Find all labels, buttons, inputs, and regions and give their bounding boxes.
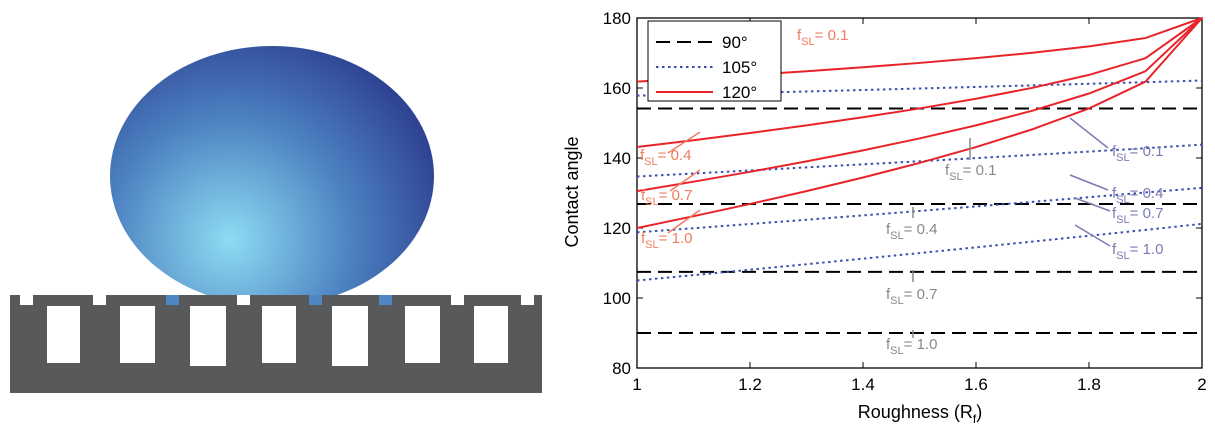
y-tick-label: 180 bbox=[603, 9, 631, 28]
annotation-f: f bbox=[1112, 143, 1117, 160]
annotation-text: = 0.7 bbox=[659, 187, 693, 204]
annotation-f: f bbox=[1112, 205, 1117, 222]
annotation-leader bbox=[1074, 224, 1111, 247]
x-axis-label-main: Roughness (R bbox=[858, 402, 973, 422]
annotation-sub: SL bbox=[644, 156, 657, 168]
x-tick-label: 1.4 bbox=[851, 375, 875, 394]
annotation-text: = 0.1 bbox=[963, 162, 997, 179]
annotation-sub: SL bbox=[801, 36, 814, 48]
y-tick-label: 100 bbox=[603, 289, 631, 308]
x-tick-label: 1.8 bbox=[1077, 375, 1101, 394]
annotation-f: f bbox=[1112, 185, 1117, 202]
annotation-text: = 1.0 bbox=[904, 336, 938, 353]
annotation: fSL= 0.1 bbox=[945, 162, 996, 183]
curve bbox=[637, 143, 1203, 178]
annotation-leader bbox=[1069, 174, 1109, 191]
y-tick-label: 160 bbox=[603, 79, 631, 98]
legend: 90° 105° 120° bbox=[647, 20, 782, 102]
annotation: fSL= 0.7 bbox=[1112, 205, 1163, 226]
curve bbox=[637, 17, 1203, 193]
y-tick-label: 120 bbox=[603, 219, 631, 238]
annotation-sub: SL bbox=[1116, 250, 1129, 262]
annotation: fSL= 1.0 bbox=[641, 230, 692, 251]
x-tick-label: 1.6 bbox=[964, 375, 988, 394]
y-axis-label: Contact angle bbox=[562, 136, 582, 247]
annotation-sub: SL bbox=[1116, 152, 1129, 164]
legend-label: 105° bbox=[722, 58, 757, 77]
y-tick-label: 80 bbox=[612, 359, 631, 378]
annotation-sub: SL bbox=[1116, 194, 1129, 206]
annotation: fSL= 0.4 bbox=[640, 147, 691, 168]
annotation-text: = 0.4 bbox=[1130, 185, 1164, 202]
annotation: fSL= 0.7 bbox=[641, 187, 692, 208]
droplet bbox=[110, 46, 434, 305]
plot-frame bbox=[636, 17, 1203, 369]
annotation-leader bbox=[1069, 117, 1109, 149]
legend-box bbox=[647, 20, 782, 102]
annotation-text: = 0.4 bbox=[904, 221, 938, 238]
annotation-text: = 0.7 bbox=[1130, 205, 1164, 222]
annotation-f: f bbox=[886, 221, 891, 238]
curve bbox=[637, 222, 1203, 282]
annotation-text: = 0.1 bbox=[1130, 143, 1164, 160]
annotation-sub: SL bbox=[645, 239, 658, 251]
annotation-f: f bbox=[886, 336, 891, 353]
notches bbox=[20, 295, 534, 305]
annotation-f: f bbox=[797, 27, 802, 44]
curve bbox=[637, 186, 1203, 234]
annotation: fSL= 0.1 bbox=[797, 27, 848, 48]
annotation-f: f bbox=[945, 162, 950, 179]
legend-label: 120° bbox=[722, 83, 757, 102]
annotation-sub: SL bbox=[890, 295, 903, 307]
annotation-text: = 0.1 bbox=[815, 27, 849, 44]
annotation-f: f bbox=[886, 286, 891, 303]
legend-label: 90° bbox=[722, 33, 748, 52]
annotation: fSL= 0.7 bbox=[886, 286, 937, 307]
x-axis-label-end: ) bbox=[976, 402, 982, 422]
annotation-text: = 0.4 bbox=[658, 147, 692, 164]
annotation-sub: SL bbox=[949, 171, 962, 183]
x-tick-label: 2 bbox=[1197, 375, 1206, 394]
annotation-leader bbox=[667, 209, 701, 234]
annotation-sub: SL bbox=[890, 345, 903, 357]
annotation-f: f bbox=[641, 187, 646, 204]
annotation-sub: SL bbox=[645, 196, 658, 208]
x-axis-label-sub: f bbox=[973, 412, 977, 426]
annotation-sub: SL bbox=[890, 230, 903, 242]
annotation-sub: SL bbox=[1116, 214, 1129, 226]
annotation-leader bbox=[1074, 197, 1111, 212]
droplet-diagram bbox=[10, 46, 542, 393]
annotation: fSL= 1.0 bbox=[886, 336, 937, 357]
wells bbox=[47, 306, 508, 366]
annotation-text: = 1.0 bbox=[1130, 241, 1164, 258]
annotation-f: f bbox=[641, 230, 646, 247]
curve bbox=[637, 17, 1203, 229]
annotation-text: = 1.0 bbox=[659, 230, 693, 247]
curve bbox=[637, 79, 1203, 97]
annotation-text: = 0.7 bbox=[904, 286, 938, 303]
annotation: fSL= 1.0 bbox=[1112, 241, 1163, 262]
y-tick-label: 140 bbox=[603, 149, 631, 168]
plot-area bbox=[637, 17, 1203, 334]
annotation: fSL= 0.4 bbox=[1112, 185, 1163, 206]
annotation-leader bbox=[667, 131, 701, 154]
annotation-leader bbox=[669, 169, 701, 192]
annotation-f: f bbox=[640, 147, 645, 164]
annotation: fSL= 0.4 bbox=[886, 221, 937, 242]
annotation-f: f bbox=[1112, 241, 1117, 258]
x-axis-label: Roughness (Rf) bbox=[858, 402, 982, 426]
x-tick-label: 1.2 bbox=[738, 375, 762, 394]
annotation: fSL= 0.1 bbox=[1112, 143, 1163, 164]
x-tick-label: 1 bbox=[632, 375, 641, 394]
curve bbox=[637, 17, 1203, 149]
